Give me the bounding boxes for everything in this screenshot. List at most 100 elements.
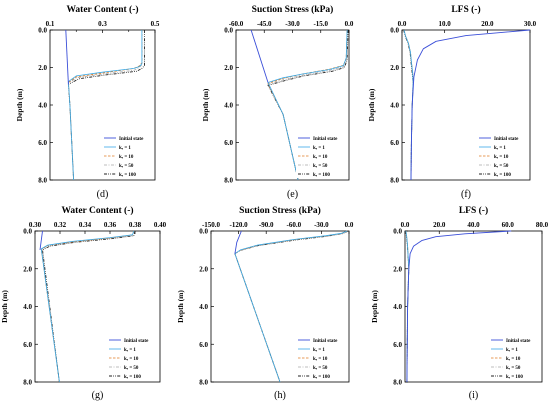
- chart-panel: Suction Stress (kPa) Depth (m) -60.0 -45.0 -…: [201, 4, 354, 200]
- x-tick-label: 0.32: [54, 221, 67, 229]
- y-axis-title: Depth (m): [176, 290, 185, 323]
- x-tick-label: 30.0: [524, 20, 537, 28]
- legend-label-initial: Initial state: [313, 339, 338, 344]
- legend-label-initial: Initial state: [124, 339, 149, 344]
- legend-box: [102, 132, 153, 178]
- x-axis-title: Suction Stress (kPa): [252, 4, 334, 15]
- y-axis-title: Depth (m): [15, 88, 24, 121]
- x-tick-label: 80.0: [536, 221, 549, 229]
- y-tick-label: 6.0: [23, 341, 32, 349]
- chart-panel: LFS (-) Depth (m) 0.0 10.0 20.0 30.0 0.0 2.0 4.0…: [367, 4, 537, 200]
- x-tick-label: 60.0: [502, 221, 515, 229]
- legend-label-initial: Initial state: [494, 137, 519, 142]
- legend-label-k1: kₑ = 1: [313, 146, 325, 151]
- legend-box: [107, 334, 158, 380]
- y-tick-label: 8.0: [23, 379, 32, 387]
- x-tick-label: 0.40: [154, 221, 167, 229]
- legend-label-k50: kₑ = 50: [506, 366, 521, 371]
- panel-caption: (i): [469, 390, 478, 401]
- legend-label-k10: kₑ = 10: [313, 155, 328, 160]
- legend-label-k1: kₑ = 1: [506, 348, 518, 353]
- legend-label-k100: kₑ = 100: [313, 173, 330, 178]
- series-line-k1: [40, 230, 135, 383]
- series-line-k1: [267, 29, 348, 181]
- legend-box: [296, 334, 347, 380]
- y-tick-label: 2.0: [393, 265, 402, 273]
- x-tick-label: -30.0: [314, 221, 329, 229]
- x-axis-title: Water Content (-): [66, 4, 138, 15]
- y-axis-title: Depth (m): [201, 88, 210, 121]
- series-line-initial: [250, 29, 269, 83]
- panel-caption: (g): [92, 390, 104, 401]
- chart-panel: LFS (-) Depth (m) 0.0 20.0 40.0 60.0 80.0 0.0 2.…: [370, 205, 549, 401]
- y-tick-label: 2.0: [38, 64, 47, 72]
- y-tick-label: 0.0: [390, 27, 399, 35]
- legend-label-k100: kₑ = 100: [119, 173, 136, 178]
- series-line-k1: [68, 30, 143, 181]
- chart-panel: Water Content (-) Depth (m) 0.1 0.3 0.5 0.0 2.…: [15, 4, 160, 200]
- legend-label-k50: kₑ = 50: [313, 366, 328, 371]
- legend-box: [296, 132, 347, 178]
- x-tick-label: -150.0: [202, 221, 221, 229]
- x-axis-title: LFS (-): [459, 205, 488, 216]
- legend-label-k1: kₑ = 1: [313, 348, 325, 353]
- x-tick-label: 0.36: [104, 221, 117, 229]
- legend-label-initial: Initial state: [506, 339, 531, 344]
- x-tick-label: 0.34: [79, 221, 92, 229]
- legend-label-k50: kₑ = 50: [313, 164, 328, 169]
- legend-label-k1: kₑ = 1: [494, 146, 506, 151]
- x-axis-title: Water Content (-): [61, 205, 133, 216]
- legend-label-initial: Initial state: [313, 137, 338, 142]
- x-axis-title: Suction Stress (kPa): [239, 205, 321, 216]
- legend-label-k50: kₑ = 50: [494, 164, 509, 169]
- legend-label-k10: kₑ = 10: [494, 155, 509, 160]
- y-tick-label: 6.0: [199, 341, 208, 349]
- legend-label-k100: kₑ = 100: [124, 375, 141, 380]
- x-tick-label: -30.0: [285, 20, 300, 28]
- y-tick-label: 4.0: [199, 303, 208, 311]
- x-tick-label: -60.0: [287, 221, 302, 229]
- series-line-initial: [410, 29, 531, 181]
- y-tick-label: 0.0: [224, 27, 233, 35]
- series-line-k1: [234, 230, 348, 383]
- y-tick-label: 8.0: [199, 379, 208, 387]
- series-line-k50: [267, 29, 348, 181]
- y-tick-label: 0.0: [23, 228, 32, 236]
- y-tick-label: 4.0: [224, 102, 233, 110]
- x-tick-label: 10.0: [439, 20, 452, 28]
- y-tick-label: 4.0: [23, 303, 32, 311]
- y-tick-label: 8.0: [38, 177, 47, 185]
- y-tick-label: 2.0: [390, 64, 399, 72]
- panel-caption: (d): [97, 189, 109, 200]
- legend-box: [489, 334, 540, 380]
- y-tick-label: 2.0: [224, 64, 233, 72]
- legend-label-k50: kₑ = 50: [119, 164, 134, 169]
- x-tick-label: -15.0: [313, 20, 328, 28]
- series-line-initial: [406, 230, 512, 383]
- y-axis-title: Depth (m): [370, 290, 379, 323]
- y-tick-label: 4.0: [393, 303, 402, 311]
- legend-label-k100: kₑ = 100: [494, 173, 511, 178]
- x-tick-label: 20.0: [433, 221, 446, 229]
- x-tick-label: 0.0: [345, 221, 354, 229]
- x-tick-label: -60.0: [229, 20, 244, 28]
- x-tick-label: 0.38: [129, 221, 142, 229]
- y-tick-label: 2.0: [199, 265, 208, 273]
- x-tick-label: 0.0: [345, 20, 354, 28]
- y-tick-label: 8.0: [390, 177, 399, 185]
- series-line-k100: [42, 230, 136, 383]
- legend-label-k100: kₑ = 100: [506, 375, 523, 380]
- legend-label-k10: kₑ = 10: [124, 357, 139, 362]
- y-tick-label: 6.0: [224, 139, 233, 147]
- y-tick-label: 6.0: [390, 139, 399, 147]
- legend-label-k10: kₑ = 10: [506, 357, 521, 362]
- y-tick-label: 6.0: [38, 139, 47, 147]
- y-tick-label: 0.0: [393, 228, 402, 236]
- x-tick-label: 0.3: [98, 20, 107, 28]
- x-tick-label: 0.30: [29, 221, 42, 229]
- x-tick-label: 0.0: [401, 221, 410, 229]
- chart-panel: Water Content (-) Depth (m) 0.30 0.32 0.34 0.…: [0, 205, 167, 401]
- legend-label-k50: kₑ = 50: [124, 366, 139, 371]
- y-tick-label: 4.0: [390, 102, 399, 110]
